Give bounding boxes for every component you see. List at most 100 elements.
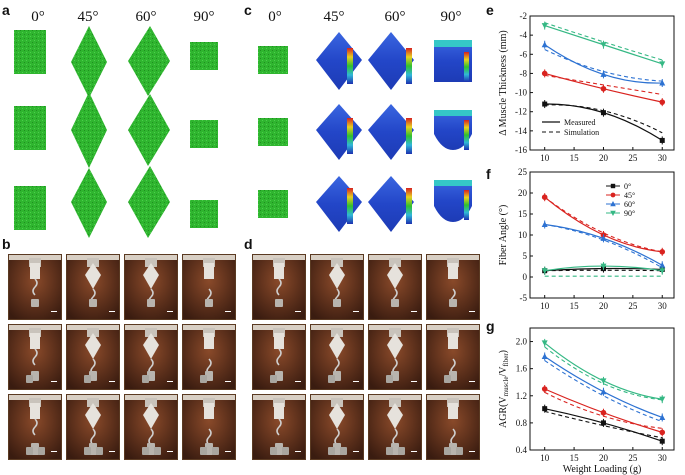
- panel-d-photo-r2-c3: [368, 324, 422, 390]
- panel-d-photo-r2-c4: [426, 324, 480, 390]
- data-point-3-1: [600, 378, 607, 385]
- chart-e-muscle-thickness: 10 15 20 25 30 -16 -14 -12 -10 -8 -6 -4 -2 Δ Muscle T…: [498, 11, 675, 163]
- x-tick-label: 20: [599, 453, 609, 463]
- data-point-1-2: [659, 249, 666, 255]
- data-point-2-0: [541, 41, 548, 48]
- panel-d-photo-r2-c2: [310, 324, 364, 390]
- data-point-3-0: [541, 268, 548, 274]
- data-point-0-2: [659, 438, 665, 444]
- panel-d-photo-r3-c2: [310, 394, 364, 460]
- legend-label-simulation: Simulation: [564, 128, 599, 137]
- shape-0deg: [14, 186, 46, 230]
- x-tick-label: 25: [628, 301, 638, 311]
- x-tick-label: 25: [628, 153, 638, 163]
- series-line-simulation-2: [544, 360, 663, 423]
- series-line-measured-2: [544, 355, 663, 419]
- x-tick-label: 10: [540, 453, 550, 463]
- data-point-3-2: [659, 396, 666, 403]
- y-axis-label: Fiber Angle (°): [498, 205, 509, 266]
- shape-90deg: [190, 42, 218, 70]
- panel-b-photo-r1-c1: [8, 254, 62, 320]
- panel-d-photo-r3-c1: [252, 394, 306, 460]
- data-point-3-2: [659, 268, 666, 274]
- angle-header-c-60: 60°: [384, 9, 406, 25]
- fea-0deg: [258, 46, 288, 74]
- data-point-2-2: [659, 414, 666, 420]
- fea-colorbar: [464, 120, 469, 150]
- angle-header-a-45: 45°: [77, 9, 99, 25]
- panel-label-c: c: [244, 2, 252, 18]
- shape-45deg: [71, 92, 107, 168]
- chart-g-agr: 10 15 20 25 30 0.4 0.8 1.2 1.6 2.0 AGR(Vmuscle/Vfi…: [498, 327, 675, 475]
- data-point-3-1: [600, 263, 607, 270]
- x-tick-label: 15: [570, 453, 580, 463]
- data-point-2-2: [659, 262, 666, 268]
- fea-top-band: [434, 110, 472, 116]
- data-point-1-0: [541, 194, 548, 200]
- chart-f-fiber-angle: 10 15 20 25 30 -5 0 5 10 15 20 25 Fiber Angle (°) 0°4…: [498, 167, 675, 311]
- panel-label-g: g: [486, 318, 495, 334]
- series-line-measured-1: [544, 196, 663, 253]
- panel-b-photo-r3-c3: [124, 394, 178, 460]
- y-tick-label: -16: [515, 145, 527, 155]
- fea-row-2: [258, 104, 472, 160]
- fea-45deg: [316, 32, 362, 90]
- shape-90deg: [190, 120, 218, 148]
- series-line-simulation-3: [544, 346, 663, 401]
- y-tick-label: -12: [515, 107, 527, 117]
- y-tick-label: -2: [520, 11, 528, 21]
- panel-d-photo-r3-c4: [426, 394, 480, 460]
- plot-frame: [529, 15, 675, 151]
- fea-top-band: [434, 40, 472, 47]
- plot-frame: [529, 327, 675, 451]
- series-line-simulation-2: [544, 223, 663, 269]
- angle-header-a-0: 0°: [31, 9, 45, 25]
- legend-label-measured: Measured: [564, 118, 596, 127]
- panel-b-photo-r1-c3: [124, 254, 178, 320]
- panel-a-shapes: [14, 26, 218, 238]
- legend-marker-0: [610, 183, 616, 189]
- y-tick-label: -4: [520, 30, 528, 40]
- shape-45deg: [71, 26, 107, 98]
- panel-b-photo-r2-c2: [66, 324, 120, 390]
- fea-0deg: [258, 190, 288, 218]
- data-point-0-1: [600, 110, 606, 116]
- x-axis-label: Weight Loading (g): [563, 464, 642, 475]
- y-tick-label: 25: [518, 167, 528, 177]
- data-point-2-1: [600, 388, 607, 395]
- data-point-2-1: [600, 235, 607, 241]
- data-point-0-0: [542, 101, 548, 107]
- y-tick-label: -14: [515, 126, 527, 136]
- fea-60deg: [368, 32, 414, 90]
- y-tick-label: 5: [523, 251, 528, 261]
- data-point-1-2: [659, 99, 666, 105]
- fea-colorbar: [406, 188, 412, 224]
- shape-row-3: [14, 166, 218, 238]
- panel-b-photo-r2-c4: [182, 324, 236, 390]
- panel-d-photo-r1-c4: [426, 254, 480, 320]
- data-point-0-2: [659, 137, 665, 143]
- legend-label-0: 0°: [624, 182, 631, 191]
- panel-b-photo-r2-c3: [124, 324, 178, 390]
- panel-label-e: e: [486, 2, 494, 18]
- x-tick-label: 10: [540, 153, 550, 163]
- fea-60deg: [368, 104, 414, 160]
- x-tick-label: 25: [628, 453, 638, 463]
- data-point-3-2: [659, 61, 666, 68]
- fea-60deg: [368, 176, 414, 232]
- legend-label-1: 45°: [624, 191, 635, 200]
- panel-b-photo-r1-c4: [182, 254, 236, 320]
- x-tick-label: 15: [570, 153, 580, 163]
- data-point-2-2: [659, 79, 666, 86]
- panel-c-fea: [258, 32, 472, 232]
- fea-top-band: [434, 180, 472, 186]
- data-point-2-0: [541, 221, 548, 227]
- angle-header-a-90: 90°: [193, 9, 215, 25]
- fea-colorbar: [464, 52, 469, 82]
- y-tick-label: 0: [523, 272, 528, 282]
- legend-label-2: 60°: [624, 200, 635, 209]
- x-tick-label: 30: [658, 153, 668, 163]
- y-tick-label: 1.2: [516, 391, 527, 401]
- y-axis-label: Δ Muscle Thickness (mm): [498, 30, 509, 135]
- fea-colorbar: [464, 190, 469, 220]
